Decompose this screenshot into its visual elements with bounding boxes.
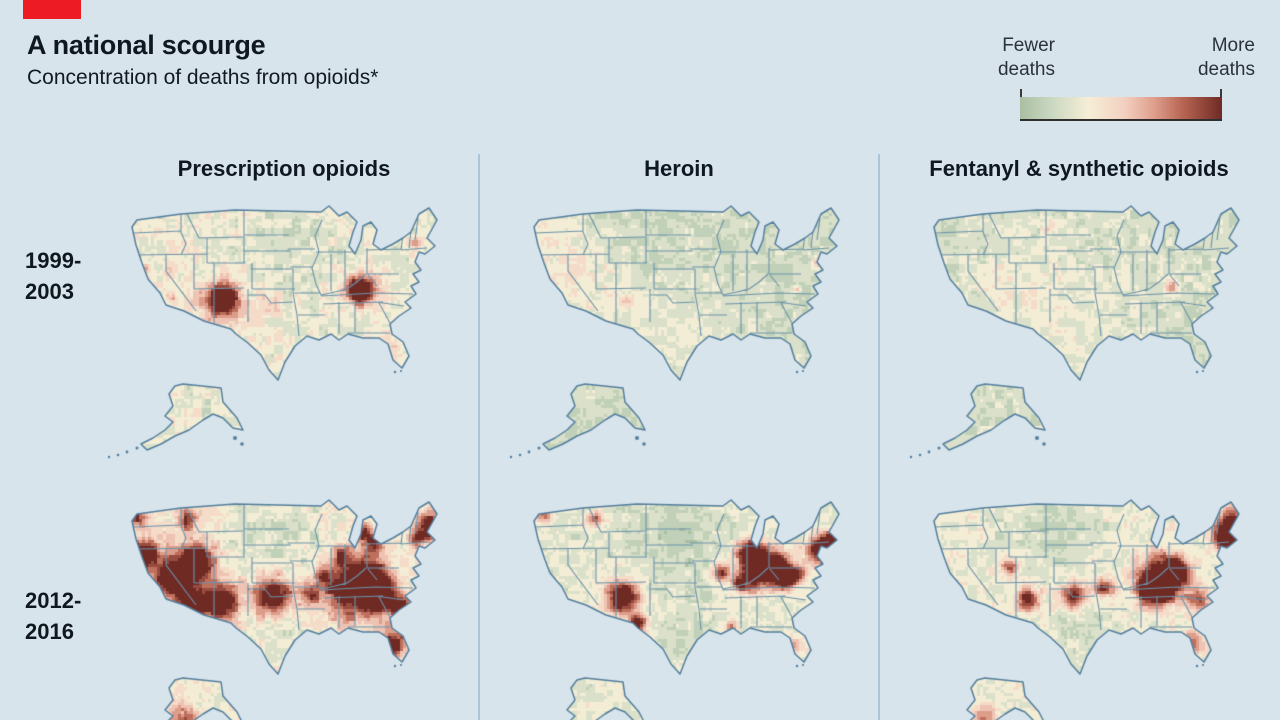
legend-fewer-label: Fewer deaths: [997, 35, 1055, 80]
economist-red-tab: [23, 0, 81, 19]
page-title: A national scourge: [27, 30, 266, 60]
legend-gradient-bar: [1020, 97, 1222, 121]
row-label-2012-2016: 2012- 2016: [25, 585, 95, 647]
map-prescription-opioids-1999-2003: [85, 192, 470, 462]
column-header-heroin: Heroin: [644, 156, 714, 181]
column-divider-right: [878, 154, 880, 720]
column-header-prescription-opioids: Prescription opioids: [177, 156, 391, 181]
map-heroin-2012-2016: [487, 486, 872, 720]
column-divider-left: [478, 154, 480, 720]
legend-left-tick: [1020, 89, 1022, 99]
map-prescription-opioids-2012-2016: [85, 486, 470, 720]
legend-more-label: More deaths: [1197, 35, 1255, 80]
map-heroin-1999-2003: [487, 192, 872, 462]
page-subtitle: Concentration of deaths from opioids*: [27, 66, 379, 89]
map-fentanyl-1999-2003: [887, 192, 1272, 462]
row-label-line: 1999-: [25, 248, 82, 273]
row-label-1999-2003: 1999- 2003: [25, 245, 95, 307]
legend-right-tick: [1220, 89, 1222, 99]
row-label-line: 2003: [25, 279, 74, 304]
row-label-line: 2012-: [25, 588, 82, 613]
legend-gradient-wrap: [1020, 89, 1222, 122]
map-fentanyl-2012-2016: [887, 486, 1272, 720]
row-label-line: 2016: [25, 619, 74, 644]
column-header-fentanyl: Fentanyl & synthetic opioids: [929, 156, 1229, 181]
